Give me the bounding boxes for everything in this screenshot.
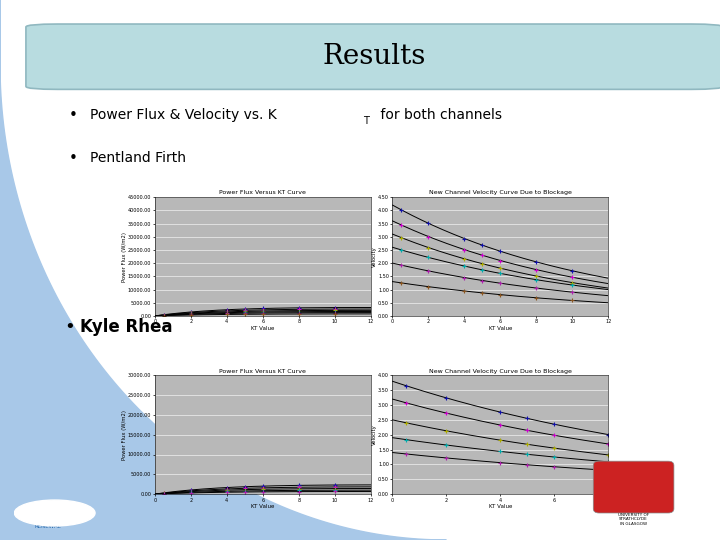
Title: Power Flux Versus KT Curve: Power Flux Versus KT Curve — [220, 190, 306, 195]
X-axis label: KT Value: KT Value — [489, 326, 512, 331]
Text: •: • — [68, 151, 77, 166]
Ellipse shape — [14, 500, 95, 526]
Title: New Channel Velocity Curve Due to Blockage: New Channel Velocity Curve Due to Blocka… — [429, 190, 572, 195]
X-axis label: KT Value: KT Value — [251, 504, 274, 509]
Text: •: • — [68, 108, 77, 123]
FancyBboxPatch shape — [26, 24, 720, 90]
Text: M: M — [50, 500, 58, 509]
Text: T: T — [363, 116, 369, 126]
X-axis label: KT Value: KT Value — [251, 326, 274, 331]
Y-axis label: Velocity: Velocity — [372, 424, 377, 445]
Y-axis label: Power Flux (W/m2): Power Flux (W/m2) — [122, 410, 127, 460]
Y-axis label: Power Flux (W/m2): Power Flux (W/m2) — [122, 232, 127, 281]
X-axis label: KT Value: KT Value — [489, 504, 512, 509]
Text: RENEWAL: RENEWAL — [35, 524, 61, 529]
Text: Results: Results — [323, 43, 426, 70]
Text: UNIVERSITY OF
STRATHCLYDE
IN GLASGOW: UNIVERSITY OF STRATHCLYDE IN GLASGOW — [618, 513, 649, 526]
Text: Power Flux & Velocity vs. K: Power Flux & Velocity vs. K — [90, 108, 276, 122]
Polygon shape — [0, 0, 446, 540]
Title: New Channel Velocity Curve Due to Blockage: New Channel Velocity Curve Due to Blocka… — [429, 368, 572, 374]
Title: Power Flux Versus KT Curve: Power Flux Versus KT Curve — [220, 368, 306, 374]
Text: for both channels: for both channels — [376, 108, 503, 122]
Y-axis label: Velocity: Velocity — [372, 246, 377, 267]
Text: •: • — [64, 318, 75, 335]
Text: Pentland Firth: Pentland Firth — [90, 151, 186, 165]
Text: MARINE: MARINE — [35, 516, 56, 521]
FancyBboxPatch shape — [593, 461, 674, 513]
Text: Kyle Rhea: Kyle Rhea — [81, 318, 173, 335]
